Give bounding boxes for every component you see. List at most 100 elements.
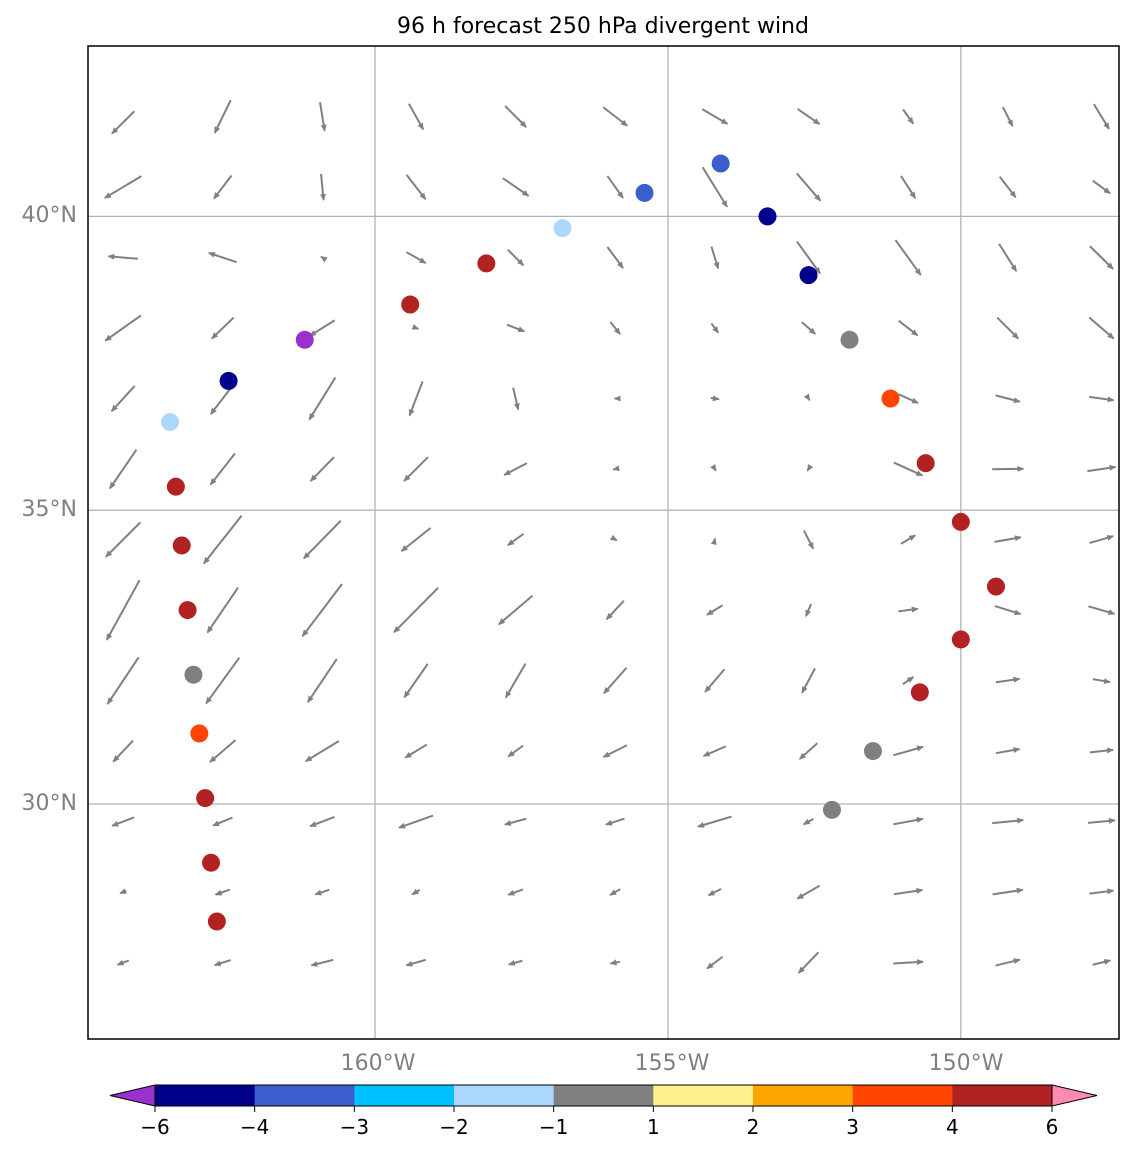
lat-label-30n: 30°N (22, 791, 77, 816)
wind-arrow (314, 888, 330, 896)
colorbar-segment (155, 1085, 256, 1106)
wind-arrow (995, 394, 1021, 404)
wind-arrow (207, 251, 237, 264)
wind-arrow (206, 587, 239, 634)
wind-arrow (801, 667, 816, 694)
wind-arrow (1089, 395, 1115, 403)
wind-arrow (507, 888, 524, 896)
data-point (951, 512, 970, 531)
wind-arrow (408, 103, 425, 131)
wind-arrow (111, 816, 135, 827)
wind-arrow (213, 959, 232, 967)
colorbar-tick-label: 3 (846, 1115, 859, 1139)
wind-arrow (710, 246, 720, 270)
wind-arrow (213, 99, 232, 134)
wind-arrow (303, 519, 342, 560)
wind-arrow (897, 393, 919, 404)
wind-arrow (998, 176, 1017, 199)
wind-arrow (398, 814, 434, 829)
colorbar-frame (154, 1084, 1053, 1107)
wind-arrow (507, 249, 525, 267)
longitude-labels: 160°W 155°W 150°W (341, 1051, 1004, 1076)
wind-arrow (209, 739, 237, 763)
wind-arrow (209, 452, 236, 486)
wind-arrow (106, 656, 140, 705)
data-point (161, 413, 180, 432)
wind-arrow (900, 175, 917, 199)
wind-arrow (710, 395, 720, 402)
data-point (822, 800, 841, 819)
wind-arrow (507, 533, 524, 547)
wind-arrow (898, 606, 919, 613)
wind-arrow (110, 385, 136, 412)
wind-arrow (213, 174, 233, 200)
wind-arrow (506, 323, 526, 333)
wind-arrow (798, 742, 819, 760)
wind-arrow (707, 888, 722, 897)
wind-arrow (214, 888, 231, 896)
data-point (295, 330, 314, 349)
wind-arrow (609, 534, 618, 542)
wind-arrow (504, 105, 527, 128)
colorbar-segment (753, 1085, 854, 1106)
lon-label-155w: 155°W (635, 1051, 710, 1076)
wind-arrow (710, 322, 719, 334)
wind-arrow (306, 658, 338, 704)
wind-arrow (211, 316, 235, 340)
colorbar-segment (354, 1085, 455, 1106)
wind-arrow (405, 958, 426, 967)
wind-arrow (609, 321, 621, 335)
wind-arrow (319, 102, 327, 132)
colorbar-tick-label: −2 (439, 1115, 468, 1139)
colorbar-tick-label: −3 (340, 1115, 369, 1139)
colorbar-segment (952, 1085, 1053, 1106)
wind-arrow (892, 745, 924, 757)
wind-arrow (309, 319, 336, 337)
wind-arrow (404, 743, 428, 759)
wind-arrow (1087, 817, 1116, 824)
wind-arrow (1089, 534, 1115, 544)
data-point (401, 295, 420, 314)
gridlines (88, 46, 1119, 1039)
wind-arrow (405, 174, 427, 200)
data-point (190, 724, 209, 743)
wind-arrow (612, 465, 620, 472)
data-point (477, 254, 496, 273)
wind-arrow (605, 600, 625, 621)
wind-arrow (995, 676, 1021, 684)
wind-arrow (796, 240, 821, 275)
wind-arrow (1089, 747, 1114, 754)
wind-arrow (405, 251, 427, 264)
wind-arrow (995, 747, 1021, 755)
wind-arrow (403, 456, 429, 482)
data-point (799, 266, 818, 285)
wind-arrow (104, 175, 142, 199)
wind-arrow (1001, 106, 1014, 127)
map-plot-area (87, 45, 1120, 1040)
wind-arrow (310, 958, 334, 967)
data-point (172, 536, 191, 555)
wind-arrow (393, 587, 439, 634)
colorbar-tick-label: −6 (140, 1115, 169, 1139)
data-point (166, 477, 185, 496)
wind-arrow (109, 449, 138, 490)
wind-arrow (205, 657, 241, 705)
wind-arrow (309, 456, 335, 482)
colorbar-tick-label: 1 (647, 1115, 660, 1139)
wind-arrow (992, 887, 1024, 896)
wind-arrow (706, 604, 724, 616)
wind-arrow (308, 377, 337, 421)
wind-arrow (507, 744, 524, 758)
data-point (951, 630, 970, 649)
wind-arrow (893, 959, 925, 966)
wind-arrow (1089, 888, 1115, 895)
wind-arrow (902, 108, 914, 125)
data-point (910, 683, 929, 702)
wind-arrow (894, 239, 922, 276)
wind-arrow (609, 959, 621, 966)
wind-arrow (706, 955, 724, 970)
colorbar: −6 −4 −3 −2 −1 1 2 3 4 6 (109, 1084, 1098, 1139)
data-point (178, 601, 197, 620)
wind-arrow (893, 817, 924, 826)
wind-arrow (1088, 316, 1115, 340)
